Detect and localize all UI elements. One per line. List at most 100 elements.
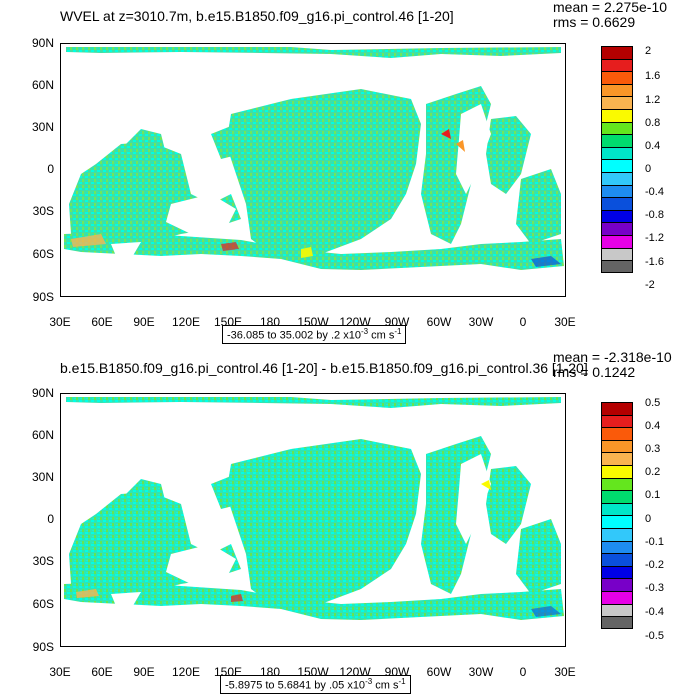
colorbar-label: -1.2 <box>645 232 664 244</box>
range-units: cm s <box>368 329 395 342</box>
lat-tick: 60S <box>32 597 54 611</box>
colorbar-cell <box>601 234 633 248</box>
colorbar-label: 0.8 <box>645 117 661 129</box>
colorbar-label: 0.3 <box>645 443 661 455</box>
colorbar-label: 0.1 <box>645 489 661 501</box>
colorbar-cell <box>601 565 633 579</box>
rms-value: rms = 0.1242 <box>553 364 636 380</box>
panel-bottom: b.e15.B1850.f09_g16.pi_control.46 [1-20]… <box>0 350 700 700</box>
colorbar-cell <box>601 452 633 465</box>
colorbar-cell <box>601 209 633 223</box>
panel-title: b.e15.B1850.f09_g16.pi_control.46 [1-20]… <box>60 360 588 376</box>
lon-tick: 30E <box>554 665 576 679</box>
stats-block: mean = -2.318e-10 rms = 0.1242 <box>553 350 672 380</box>
colorbar-cell <box>601 184 633 198</box>
lon-tick: 60W <box>426 315 452 329</box>
range-exponent: -3 <box>360 327 369 336</box>
colorbar <box>601 46 633 273</box>
range-text: -36.085 to 35.002 by .2 x10 <box>227 329 361 342</box>
contour-range-label: -5.8975 to 5.6841 by .05 x10-3 cm s-1 <box>220 675 411 694</box>
colorbar-label: -0.2 <box>645 559 664 571</box>
lat-tick: 0 <box>47 512 54 526</box>
lat-tick: 30S <box>32 204 54 218</box>
lat-tick: 60S <box>32 247 54 261</box>
panel-title: WVEL at z=3010.7m, b.e15.B1850.f09_g16.p… <box>60 8 454 24</box>
colorbar-label: 0.4 <box>645 420 661 432</box>
colorbar-cell <box>601 197 633 210</box>
colorbar-cell <box>601 58 633 72</box>
colorbar-cell <box>601 96 633 109</box>
lat-tick: 30N <box>31 470 54 484</box>
lon-tick: 90E <box>133 665 155 679</box>
lon-tick: 120E <box>171 665 201 679</box>
range-units: cm s <box>372 679 399 692</box>
colorbar-cell <box>601 502 633 516</box>
mean-value: mean = -2.318e-10 <box>553 349 672 365</box>
lon-tick: 120E <box>171 315 201 329</box>
lat-tick: 90S <box>32 640 54 654</box>
lon-tick: 60E <box>91 315 113 329</box>
lon-tick: 60E <box>91 665 113 679</box>
colorbar-cell <box>601 121 633 135</box>
colorbar-cell <box>601 108 633 122</box>
mean-value: mean = 2.275e-10 <box>553 0 668 15</box>
colorbar-label: 1.6 <box>645 70 661 82</box>
stats-block: mean = 2.275e-10 rms = 0.6629 <box>553 0 667 30</box>
colorbar <box>601 402 633 629</box>
range-text: -5.8975 to 5.6841 by .05 x10 <box>225 679 366 692</box>
rms-value: rms = 0.6629 <box>553 14 636 30</box>
colorbar-cell <box>601 477 633 491</box>
colorbar-label: -1.6 <box>645 256 664 268</box>
panel-top: WVEL at z=3010.7m, b.e15.B1850.f09_g16.p… <box>31 0 667 344</box>
lon-tick: 0 <box>519 665 527 679</box>
colorbar-label: 0 <box>645 163 652 175</box>
lon-tick: 90E <box>133 315 155 329</box>
colorbar-label: -0.4 <box>645 186 664 198</box>
lat-tick: 30S <box>32 554 54 568</box>
lat-tick: 60N <box>31 428 54 442</box>
colorbar-label: -0.8 <box>645 209 664 221</box>
contour-range-label: -36.085 to 35.002 by .2 x10-3 cm s-1 <box>222 325 407 344</box>
colorbar-cell <box>601 71 633 84</box>
colorbar-cell <box>601 553 633 566</box>
map-plot <box>60 43 566 297</box>
lat-tick: 90N <box>31 36 54 50</box>
colorbar-cell <box>601 222 633 235</box>
colorbar-cell <box>601 616 633 629</box>
colorbar-label: -0.4 <box>645 606 664 618</box>
lat-tick: 60N <box>31 78 54 92</box>
colorbar-cell <box>601 439 633 453</box>
colorbar-label: 2 <box>645 45 652 57</box>
colorbar-cell <box>601 146 633 160</box>
colorbar-label: 0.4 <box>645 140 661 152</box>
lat-tick: 90S <box>32 290 54 304</box>
lon-tick: 30W <box>468 665 494 679</box>
range-units-exponent: -1 <box>398 677 406 686</box>
lon-tick: 60W <box>426 665 452 679</box>
colorbar-cell <box>601 134 633 147</box>
colorbar-cell <box>601 414 633 428</box>
colorbar-label: -0.5 <box>645 630 664 642</box>
range-units-exponent: -1 <box>394 327 402 336</box>
map-plot <box>60 393 566 647</box>
colorbar-cell <box>601 527 633 541</box>
range-exponent: -3 <box>365 677 373 686</box>
colorbar-label: -2 <box>645 279 655 291</box>
lat-tick: 30N <box>31 120 54 134</box>
lon-tick: 30E <box>554 315 576 329</box>
colorbar-label: -0.1 <box>645 536 664 548</box>
colorbar-cell <box>601 427 633 440</box>
colorbar-cell <box>601 578 633 591</box>
colorbar-cell <box>601 260 633 273</box>
lon-tick: 30E <box>49 315 71 329</box>
colorbar-cell <box>601 159 633 172</box>
colorbar-cell <box>601 402 633 415</box>
colorbar-cell <box>601 247 633 261</box>
colorbar-label: 0 <box>645 513 652 525</box>
colorbar-label: -0.3 <box>645 582 664 594</box>
colorbar-cell <box>601 490 633 503</box>
colorbar-label: 0.2 <box>645 466 661 478</box>
colorbar-cell <box>601 603 633 617</box>
colorbar-cell <box>601 46 633 59</box>
lat-tick: 90N <box>31 386 54 400</box>
